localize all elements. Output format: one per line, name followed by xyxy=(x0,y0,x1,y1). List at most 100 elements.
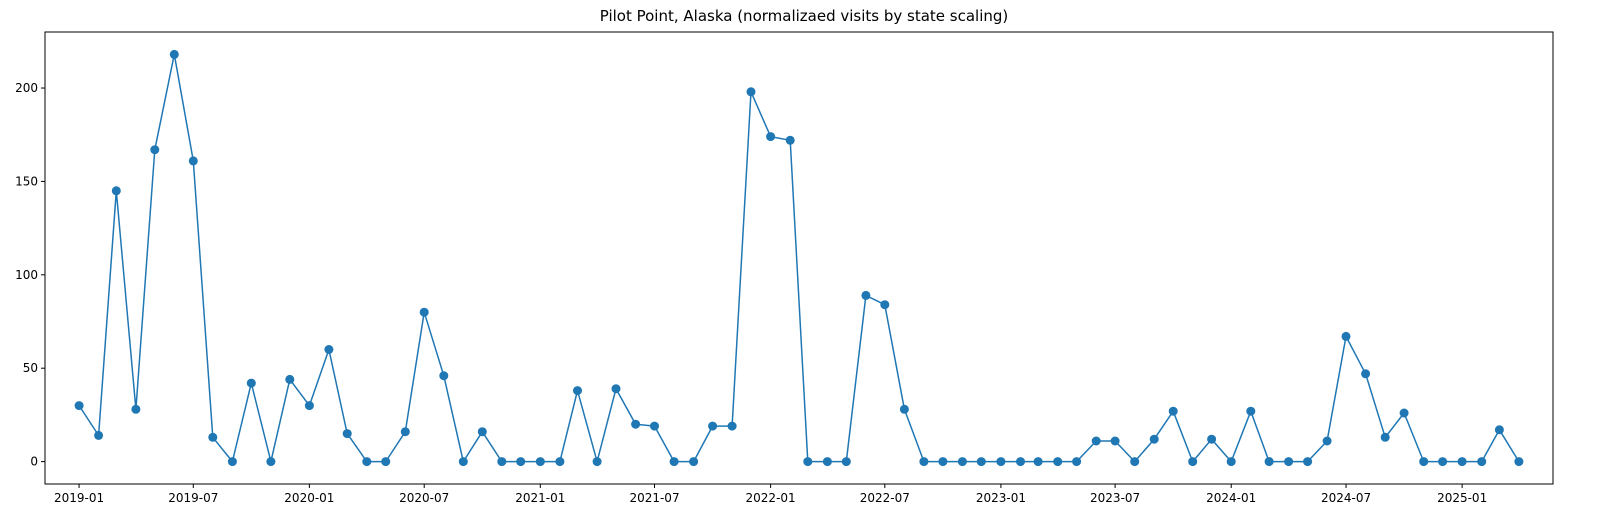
x-tick-label: 2022-01 xyxy=(746,491,796,505)
data-point xyxy=(246,378,256,388)
data-point xyxy=(555,457,565,467)
data-point xyxy=(188,156,198,166)
data-point xyxy=(785,135,795,145)
y-tick-label: 200 xyxy=(15,81,38,95)
data-point xyxy=(477,427,487,437)
data-point xyxy=(362,457,372,467)
x-tick-label: 2020-07 xyxy=(399,491,449,505)
series-group xyxy=(74,49,1524,467)
data-point xyxy=(1016,457,1025,467)
data-point xyxy=(439,371,449,381)
data-point xyxy=(535,457,545,467)
data-point xyxy=(169,49,179,59)
data-point xyxy=(996,457,1006,467)
data-point xyxy=(1168,406,1178,416)
data-point xyxy=(1341,331,1351,341)
data-point xyxy=(1053,457,1063,467)
data-point xyxy=(1438,457,1448,467)
data-point xyxy=(611,384,621,394)
data-point xyxy=(1322,436,1332,446)
data-point xyxy=(304,401,314,411)
data-point xyxy=(1494,425,1504,435)
data-point xyxy=(1207,434,1217,444)
data-point xyxy=(708,421,718,431)
data-point xyxy=(516,457,526,467)
y-tick-label: 100 xyxy=(15,268,38,282)
data-point xyxy=(1419,457,1429,467)
x-tick-label: 2023-07 xyxy=(1090,491,1140,505)
data-point xyxy=(766,132,776,142)
data-point xyxy=(1072,457,1082,467)
x-tick-label: 2020-01 xyxy=(284,491,334,505)
data-point xyxy=(1361,369,1371,379)
data-point xyxy=(650,421,659,431)
data-point xyxy=(1188,457,1198,467)
data-point xyxy=(1130,457,1140,467)
chart-title: Pilot Point, Alaska (normalizaed visits … xyxy=(600,7,1009,25)
data-point xyxy=(592,457,602,467)
data-point xyxy=(841,457,851,467)
y-tick-label: 0 xyxy=(30,455,38,469)
data-point xyxy=(1303,457,1313,467)
data-point xyxy=(111,186,121,196)
data-point xyxy=(976,457,986,467)
data-point xyxy=(1033,457,1043,467)
data-point xyxy=(746,87,756,97)
data-point xyxy=(131,404,141,414)
x-tick-label: 2022-07 xyxy=(860,491,910,505)
data-point xyxy=(631,419,641,429)
data-point xyxy=(1514,457,1524,467)
data-point xyxy=(1477,457,1487,467)
y-tick-label: 150 xyxy=(15,174,38,188)
data-point xyxy=(419,307,429,317)
x-tick-label: 2021-07 xyxy=(629,491,679,505)
plot-frame xyxy=(44,31,1554,485)
plot-border xyxy=(44,31,1554,485)
data-point xyxy=(208,432,218,442)
data-point xyxy=(822,457,832,467)
x-tick-label: 2021-01 xyxy=(515,491,565,505)
data-point xyxy=(150,145,160,155)
data-point xyxy=(324,345,334,354)
data-point xyxy=(1399,408,1409,418)
data-point xyxy=(573,386,582,396)
x-tick-label: 2019-07 xyxy=(168,491,218,505)
data-point xyxy=(1284,457,1294,467)
data-point xyxy=(803,457,813,467)
data-point xyxy=(727,421,737,431)
data-point xyxy=(285,374,295,384)
data-point xyxy=(266,457,276,467)
data-point xyxy=(1457,457,1467,467)
data-point xyxy=(400,427,410,437)
data-point xyxy=(957,457,967,467)
y-axis: 0 50 100 150 200 xyxy=(15,81,45,469)
x-axis: 2019-01 2019-07 2020-01 2020-07 2021-01 2021-… xyxy=(54,484,1487,505)
data-point xyxy=(689,457,699,467)
data-point xyxy=(458,457,468,467)
data-point xyxy=(1264,457,1274,467)
data-point xyxy=(669,457,679,467)
data-point xyxy=(1149,434,1159,444)
data-point xyxy=(938,457,948,467)
data-point xyxy=(1246,406,1256,416)
x-tick-label: 2024-07 xyxy=(1321,491,1371,505)
data-point xyxy=(342,429,352,439)
y-tick-label: 50 xyxy=(23,361,38,375)
data-point xyxy=(227,457,237,467)
x-tick-label: 2023-01 xyxy=(976,491,1026,505)
series-line xyxy=(78,53,1520,463)
data-point xyxy=(497,457,507,467)
data-point xyxy=(1380,432,1390,442)
data-point xyxy=(94,430,104,440)
x-tick-label: 2025-01 xyxy=(1437,491,1487,505)
data-point xyxy=(381,457,391,467)
data-point xyxy=(880,300,890,310)
x-tick-label: 2019-01 xyxy=(54,491,104,505)
data-point xyxy=(1091,436,1101,446)
data-point xyxy=(919,457,929,467)
data-point xyxy=(861,290,871,300)
data-point xyxy=(1110,436,1120,446)
data-point xyxy=(1226,457,1236,467)
